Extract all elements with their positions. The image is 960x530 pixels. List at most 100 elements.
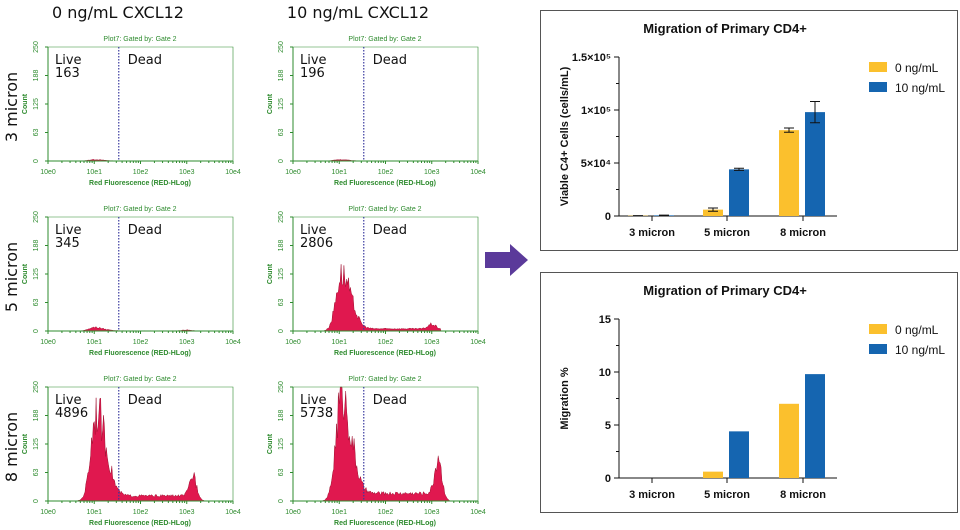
- histogram-x-tick: 10e0: [285, 509, 301, 516]
- histogram-y-label: Count: [267, 263, 274, 284]
- live-label: Live: [55, 223, 82, 238]
- live-count: 345: [55, 236, 80, 251]
- y-tick-label: 5: [605, 420, 611, 432]
- histogram-axes: [47, 47, 233, 162]
- live-count: 163: [55, 66, 80, 81]
- x-tick-label: 5 micron: [704, 227, 750, 239]
- histogram-y-tick: 0: [278, 159, 285, 163]
- histogram-x-tick: 10e1: [331, 339, 347, 346]
- y-tick-label: 15: [599, 314, 611, 326]
- y-tick-label: 1×10⁵: [581, 105, 611, 117]
- histogram-axes: [292, 217, 478, 332]
- bar-0ngmL-8-micron: [779, 130, 799, 216]
- histogram-x-tick: 10e0: [285, 339, 301, 346]
- histogram-y-tick: 0: [33, 329, 40, 333]
- histogram-x-label: Red Fluorescence (RED-HLog): [334, 350, 436, 357]
- y-tick-label: 1.5×10⁵: [572, 52, 611, 64]
- histogram-x-tick: 10e4: [225, 339, 241, 346]
- y-tick-label: 0: [605, 473, 611, 485]
- column-header-10ng: 10 ng/mL CXCL12: [287, 3, 429, 22]
- histogram-y-tick: 250: [33, 41, 40, 53]
- histogram-axes: [292, 387, 478, 502]
- bar-0ngmL-8-micron: [779, 403, 799, 478]
- y-tick-label: 0: [605, 211, 611, 223]
- histogram-y-tick: 125: [278, 438, 285, 450]
- histogram-x-label: Red Fluorescence (RED-HLog): [89, 520, 191, 527]
- histogram-x-tick: 10e4: [470, 339, 486, 346]
- row-label-5-micron: 5 micron: [2, 242, 21, 312]
- histogram-y-label: Count: [22, 263, 29, 284]
- dead-label: Dead: [128, 393, 162, 408]
- live-label: Live: [55, 53, 82, 68]
- bar-chart-title: Migration of Primary CD4+: [643, 21, 807, 36]
- histogram-x-tick: 10e3: [179, 509, 195, 516]
- histogram-fill: [75, 397, 206, 502]
- histogram-title: Plot7: Gated by: Gate 2: [348, 376, 421, 383]
- legend-label: 0 ng/mL: [895, 323, 939, 337]
- histogram-y-tick: 188: [278, 410, 285, 422]
- histogram-frame: [48, 216, 234, 331]
- histogram-panel: Plot7: Gated by: Gate 2 Count 250 188 125 63 0…: [267, 376, 486, 527]
- dead-label: Dead: [373, 393, 407, 408]
- histogram-y-tick: 250: [278, 41, 285, 53]
- bar-10ngmL-5-micron: [729, 169, 749, 216]
- column-header-0ng: 0 ng/mL CXCL12: [52, 3, 184, 22]
- row-label-8-micron: 8 micron: [2, 412, 21, 482]
- bar-10ngmL-8-micron: [805, 374, 825, 478]
- histogram-axes: [292, 47, 478, 162]
- histogram-x-tick: 10e4: [225, 169, 241, 176]
- histogram-x-tick: 10e2: [133, 169, 149, 176]
- histogram-x-tick: 10e0: [40, 169, 56, 176]
- histogram-x-tick: 10e0: [285, 169, 301, 176]
- histogram-x-tick: 10e2: [378, 509, 394, 516]
- error-bar: [810, 101, 820, 124]
- x-tick-label: 3 micron: [629, 227, 675, 239]
- live-label: Live: [300, 223, 327, 238]
- histogram-x-tick: 10e4: [470, 509, 486, 516]
- histogram-y-tick: 0: [278, 499, 285, 503]
- legend-label: 0 ng/mL: [895, 61, 939, 75]
- histogram-y-tick: 0: [33, 159, 40, 163]
- histogram-axes: [47, 387, 233, 502]
- histogram-x-tick: 10e2: [133, 339, 149, 346]
- histogram-y-tick: 63: [278, 299, 285, 307]
- histogram-panel: Plot7: Gated by: Gate 2 Count 250 188 125 63 0…: [267, 36, 486, 187]
- dead-label: Dead: [373, 53, 407, 68]
- histogram-y-tick: 63: [33, 299, 40, 307]
- histogram-y-tick: 188: [278, 240, 285, 252]
- histogram-axes: [47, 217, 233, 332]
- histogram-x-label: Red Fluorescence (RED-HLog): [334, 180, 436, 187]
- histogram-y-tick: 250: [278, 381, 285, 393]
- histogram-y-tick: 63: [278, 469, 285, 477]
- histogram-title: Plot7: Gated by: Gate 2: [348, 206, 421, 213]
- histogram-x-tick: 10e0: [40, 339, 56, 346]
- histogram-x-tick: 10e3: [179, 169, 195, 176]
- histogram-x-tick: 10e2: [378, 339, 394, 346]
- histogram-y-label: Count: [267, 433, 274, 454]
- histogram-y-tick: 125: [33, 438, 40, 450]
- histogram-title: Plot7: Gated by: Gate 2: [103, 206, 176, 213]
- bar-10ngmL-5-micron: [729, 431, 749, 478]
- histogram-x-tick: 10e1: [86, 339, 102, 346]
- histogram-title: Plot7: Gated by: Gate 2: [103, 36, 176, 43]
- row-label-3-micron: 3 micron: [2, 72, 21, 142]
- histogram-y-tick: 188: [278, 70, 285, 82]
- live-count: 2806: [300, 236, 333, 251]
- histogram-frame: [293, 46, 479, 161]
- bar-chart-y-label: Migration %: [559, 367, 571, 430]
- histogram-frame: [48, 386, 234, 501]
- histogram-x-tick: 10e1: [86, 509, 102, 516]
- histogram-y-label: Count: [22, 433, 29, 454]
- histogram-y-tick: 250: [278, 211, 285, 223]
- histogram-x-label: Red Fluorescence (RED-HLog): [334, 520, 436, 527]
- histogram-panel: Plot7: Gated by: Gate 2 Count 250 188 125 63 0…: [22, 36, 241, 187]
- x-tick-label: 5 micron: [704, 489, 750, 501]
- arrow-icon: [485, 244, 528, 276]
- bar-chart-title: Migration of Primary CD4+: [643, 283, 807, 298]
- histogram-frame: [293, 386, 479, 501]
- legend-label: 10 ng/mL: [895, 81, 945, 95]
- histogram-frame: [293, 216, 479, 331]
- histogram-x-tick: 10e3: [424, 509, 440, 516]
